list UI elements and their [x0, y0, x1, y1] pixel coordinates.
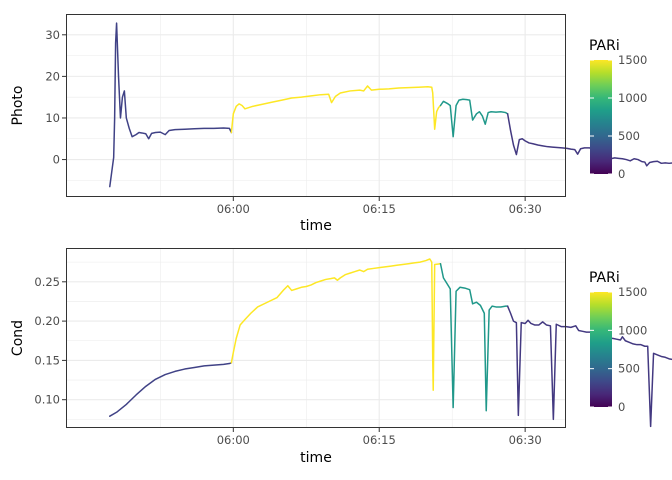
cond-series-line-2: [439, 262, 509, 412]
photo-y-axis-title: Photo: [10, 86, 26, 126]
cond-x-tick-label: 06:00: [217, 433, 250, 447]
photo-legend-colorbar: [590, 60, 612, 174]
cond-legend-tick-label: 1500: [618, 285, 647, 299]
photo-legend-tick-label: 0: [618, 167, 625, 181]
cond-legend-ticks: 0 500 1000 1500: [590, 285, 647, 414]
cond-x-axis: 06:00 06:15 06:30: [217, 428, 542, 447]
cond-series-line-1: [230, 258, 442, 392]
photo-x-tick-label: 06:15: [363, 202, 396, 216]
cond-legend-tick-label: 1000: [618, 323, 647, 337]
cond-legend-colorbar: [590, 292, 612, 407]
cond-y-tick-label: 0.15: [34, 353, 60, 367]
cond-y-axis: 0.10 0.15 0.20 0.25: [34, 275, 66, 407]
photo-y-tick-label: 30: [45, 28, 60, 42]
photo-major-gridlines: [66, 14, 566, 197]
cond-x-tick-label: 06:30: [509, 433, 542, 447]
photo-legend-tick-label: 500: [618, 129, 640, 143]
photo-series-line-2: [439, 98, 509, 138]
cond-major-gridlines: [66, 248, 566, 428]
photo-pari-legend: PARi 0 500 1000 1500: [589, 38, 647, 181]
photo-plot-border: [66, 14, 566, 197]
cond-y-axis-title: Cond: [10, 320, 26, 356]
photo-legend-tick-label: 1500: [618, 53, 647, 67]
photo-y-axis: 0 10 20 30: [45, 28, 66, 167]
cond-pari-legend: PARi 0 500 1000 1500: [589, 270, 647, 414]
photo-series-line-1: [230, 85, 442, 134]
photo-x-axis: 06:00 06:15 06:30: [217, 197, 542, 216]
cond-legend-tick-label: 0: [618, 400, 625, 414]
photo-legend-tick-label: 1000: [618, 91, 647, 105]
cond-x-tick-label: 06:15: [363, 433, 396, 447]
photo-legend-title: PARi: [589, 38, 620, 54]
cond-x-axis-title: time: [300, 450, 332, 466]
photo-chart: 0 10 20 30 06:00 06:15 06:30 time Photo PARi …: [10, 14, 672, 234]
photo-y-tick-label: 10: [45, 111, 60, 125]
cond-y-tick-label: 0.25: [34, 275, 60, 289]
photo-y-tick-label: 0: [53, 153, 60, 167]
cond-series-line-0: [109, 362, 233, 417]
cond-y-tick-label: 0.10: [34, 393, 60, 407]
cond-plot-border: [66, 248, 566, 428]
photo-series-line-0: [109, 22, 233, 188]
photo-legend-ticks: 0 500 1000 1500: [590, 53, 647, 181]
cond-chart: 0.10 0.15 0.20 0.25 06:00 06:15 06:30 time Co…: [10, 248, 672, 466]
photo-y-tick-label: 20: [45, 69, 60, 83]
photo-x-tick-label: 06:30: [509, 202, 542, 216]
cond-legend-title: PARi: [589, 270, 620, 286]
photo-x-tick-label: 06:00: [217, 202, 250, 216]
photo-plot-background: [66, 14, 566, 197]
cond-y-tick-label: 0.20: [34, 314, 60, 328]
cond-plot-background: [66, 248, 566, 428]
photo-x-axis-title: time: [300, 218, 332, 234]
cond-legend-tick-label: 500: [618, 362, 640, 376]
